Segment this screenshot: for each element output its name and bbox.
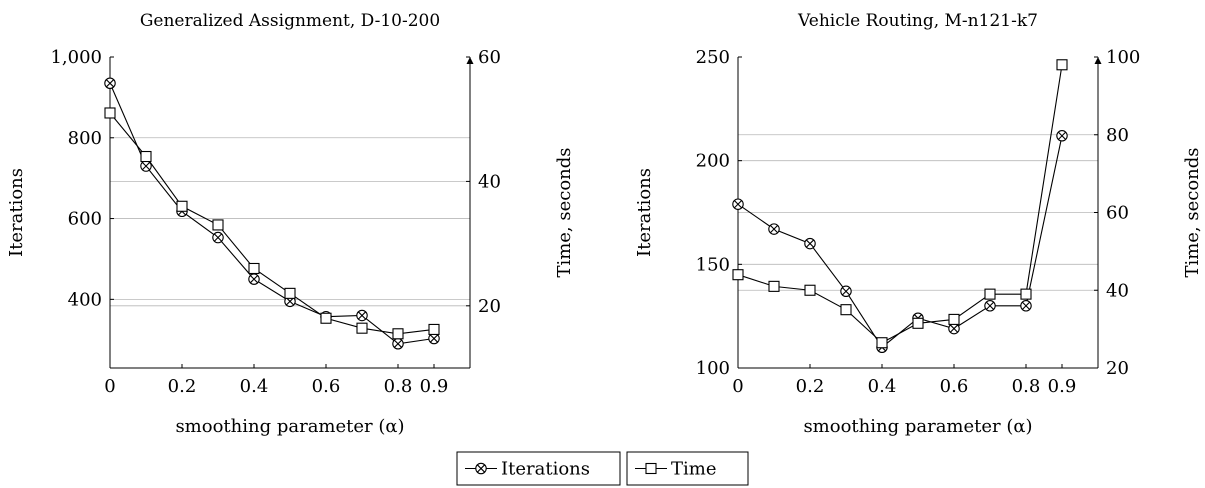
y-left-tick-label: 400 xyxy=(68,289,102,310)
data-point xyxy=(140,150,152,163)
grid xyxy=(110,137,470,307)
data-point xyxy=(356,309,368,322)
data-point xyxy=(876,337,888,349)
legend-item-time: Time xyxy=(626,451,749,486)
data-point xyxy=(912,317,924,329)
x-tick-label: 0.2 xyxy=(796,376,825,397)
series-iterations xyxy=(104,77,440,350)
data-point xyxy=(1056,130,1068,142)
series-time xyxy=(104,107,440,340)
y-right-tick-label: 60 xyxy=(1106,203,1129,224)
data-point xyxy=(840,285,852,298)
y-right-tick-label: 80 xyxy=(1106,125,1129,146)
data-point xyxy=(392,328,404,340)
y-right-tick-label: 60 xyxy=(478,47,501,68)
data-point xyxy=(284,287,296,299)
y-left-tick-label: 150 xyxy=(696,254,730,275)
data-point xyxy=(248,262,260,275)
x-axis-label: smoothing parameter (α) xyxy=(803,416,1032,437)
y-right-tick-label: 20 xyxy=(478,296,501,317)
data-point xyxy=(840,304,852,316)
y-left-tick-label: 200 xyxy=(696,151,730,172)
data-point xyxy=(732,198,744,210)
data-point xyxy=(1020,288,1032,300)
data-point xyxy=(428,323,440,335)
data-point xyxy=(768,280,780,292)
right-axis-arrow xyxy=(466,57,474,64)
right-axis-arrow xyxy=(1094,57,1102,64)
y-right-tick-label: 40 xyxy=(478,171,501,192)
y-left-tick-label: 250 xyxy=(696,47,730,68)
chart-vehicle-routing: Vehicle Routing, M-n121-k7 0 0.2 0.4 0.6 0.8 0… xyxy=(634,11,1203,437)
data-point xyxy=(212,231,224,244)
x-tick-label: 0.9 xyxy=(1048,376,1077,397)
x-tick-label: 0.9 xyxy=(420,376,449,397)
x-tick-label: 0.6 xyxy=(312,376,341,397)
data-point xyxy=(732,269,744,281)
x-tick-label: 0.8 xyxy=(1012,376,1041,397)
data-point xyxy=(1020,300,1032,312)
data-point xyxy=(140,160,152,172)
data-point xyxy=(248,273,260,285)
y-left-tick-label: 1,000 xyxy=(50,47,102,68)
series-iterations xyxy=(732,130,1068,354)
series-time xyxy=(732,59,1068,349)
y-left-tick-label: 600 xyxy=(68,209,102,230)
y-left-tick-label: 800 xyxy=(68,128,102,149)
data-point xyxy=(804,284,816,296)
data-point xyxy=(984,300,996,312)
y-left-axis-label: Iterations xyxy=(634,168,655,257)
legend: Iterations Time xyxy=(456,451,749,486)
series-line xyxy=(109,112,435,335)
grid xyxy=(738,134,1098,291)
data-point xyxy=(948,313,960,325)
legend-label: Time xyxy=(671,459,716,480)
data-point xyxy=(212,219,224,231)
series-line xyxy=(737,64,1063,344)
data-point xyxy=(1056,59,1068,71)
y-right-tick-label: 20 xyxy=(1106,358,1129,379)
chart-generalized-assignment: Generalized Assignment, D-10-200 0 0.2 0.4 0… xyxy=(6,11,575,437)
series-line xyxy=(109,83,435,345)
y-right-axis-label: Time, seconds xyxy=(1182,147,1203,277)
x-tick-label: 0.6 xyxy=(940,376,969,397)
chart-title: Generalized Assignment, D-10-200 xyxy=(140,11,440,31)
data-point xyxy=(948,322,960,335)
data-point xyxy=(104,77,116,90)
x-axis-label: smoothing parameter (α) xyxy=(175,416,404,437)
chart-title: Vehicle Routing, M-n121-k7 xyxy=(797,11,1038,31)
x-tick-label: 0.8 xyxy=(384,376,413,397)
legend-marker xyxy=(475,462,487,475)
x-tick-label: 0.4 xyxy=(240,376,269,397)
y-left-tick-label: 100 xyxy=(696,358,730,379)
y-left-axis-label: Iterations xyxy=(6,168,27,257)
legend-label: Iterations xyxy=(501,459,590,480)
y-right-axis-label: Time, seconds xyxy=(554,147,575,277)
y-right-tick-label: 40 xyxy=(1106,280,1129,301)
x-tick-label: 0 xyxy=(732,376,743,397)
legend-item-iterations: Iterations xyxy=(456,451,621,486)
y-right-tick-label: 100 xyxy=(1106,47,1140,68)
data-point xyxy=(104,107,116,119)
data-point xyxy=(356,322,368,334)
data-point xyxy=(768,223,780,235)
data-point xyxy=(392,338,404,350)
data-point xyxy=(984,288,996,300)
data-point xyxy=(320,312,332,324)
x-tick-label: 0.4 xyxy=(868,376,897,397)
data-point xyxy=(176,200,188,212)
x-tick-label: 0 xyxy=(104,376,115,397)
series-line xyxy=(737,135,1063,349)
data-point xyxy=(804,237,816,250)
data-point xyxy=(428,332,440,345)
x-tick-label: 0.2 xyxy=(168,376,197,397)
legend-marker xyxy=(645,462,657,475)
